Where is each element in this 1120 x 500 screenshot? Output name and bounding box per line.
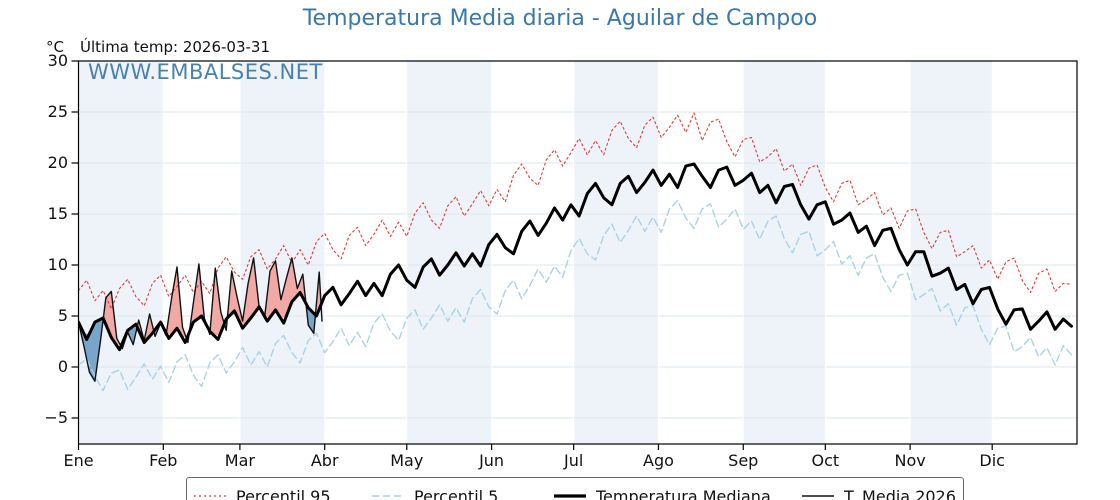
month-label: Ago — [642, 451, 674, 470]
legend-label: Percentil 5 — [414, 486, 499, 500]
month-label: May — [390, 451, 424, 470]
y-tick-label: 10 — [47, 254, 68, 274]
y-tick-label: 30 — [47, 51, 68, 70]
month-label: Dic — [979, 451, 1005, 470]
temperatura-mediana-line — [78, 162, 1073, 352]
month-band — [78, 61, 164, 444]
legend-label: T. Media 2026 — [844, 486, 956, 500]
month-label: Jul — [563, 451, 584, 470]
y-tick-label: 5 — [57, 305, 68, 325]
watermark: WWW.EMBALSES.NET — [88, 60, 323, 84]
plot-border — [77, 60, 1078, 445]
month-label: Oct — [811, 451, 840, 470]
month-label: Jun — [479, 451, 505, 470]
legend: Percentil 95 Percentil 5 Temperatura Med… — [186, 477, 964, 500]
percentil-5-line-sample — [372, 495, 404, 497]
month-label: Feb — [149, 451, 178, 470]
y-tick-label: 20 — [47, 152, 68, 172]
y-tick-label: −5 — [44, 407, 68, 427]
percentil-95-line — [78, 112, 1073, 310]
y-tick-label: 25 — [47, 101, 68, 121]
y-axis-unit-label: °C — [46, 38, 64, 56]
legend-label: Percentil 95 — [236, 486, 331, 500]
month-band — [573, 61, 659, 444]
month-label: Sep — [728, 451, 759, 470]
month-band — [743, 61, 826, 444]
y-tick-label: 0 — [57, 356, 68, 376]
fill-above-median — [102, 257, 322, 346]
month-label: Abr — [310, 451, 339, 470]
month-band — [239, 61, 325, 444]
month-label: Ene — [63, 451, 94, 470]
percentil-95-line-sample — [194, 495, 226, 497]
legend-item-media-2026: T. Media 2026 — [801, 483, 956, 500]
legend-item-percentil-5: Percentil 5 — [371, 483, 498, 500]
chart-title: Temperatura Media diaria - Aguilar de Ca… — [302, 6, 818, 31]
media-2026-line-sample — [802, 495, 834, 497]
t-media-2026-line — [78, 257, 323, 382]
last-temp-label: Última temp: 2026-03-31 — [80, 38, 271, 56]
legend-label: Temperatura Mediana — [596, 486, 771, 500]
month-label: Nov — [894, 451, 926, 470]
month-band — [406, 61, 492, 444]
y-tick-label: 15 — [47, 203, 68, 223]
legend-item-mediana: Temperatura Mediana — [553, 483, 771, 500]
percentil-5-line — [78, 199, 1073, 392]
mediana-line-sample — [554, 494, 586, 498]
month-label: Mar — [224, 451, 255, 470]
legend-item-percentil-95: Percentil 95 — [193, 483, 331, 500]
